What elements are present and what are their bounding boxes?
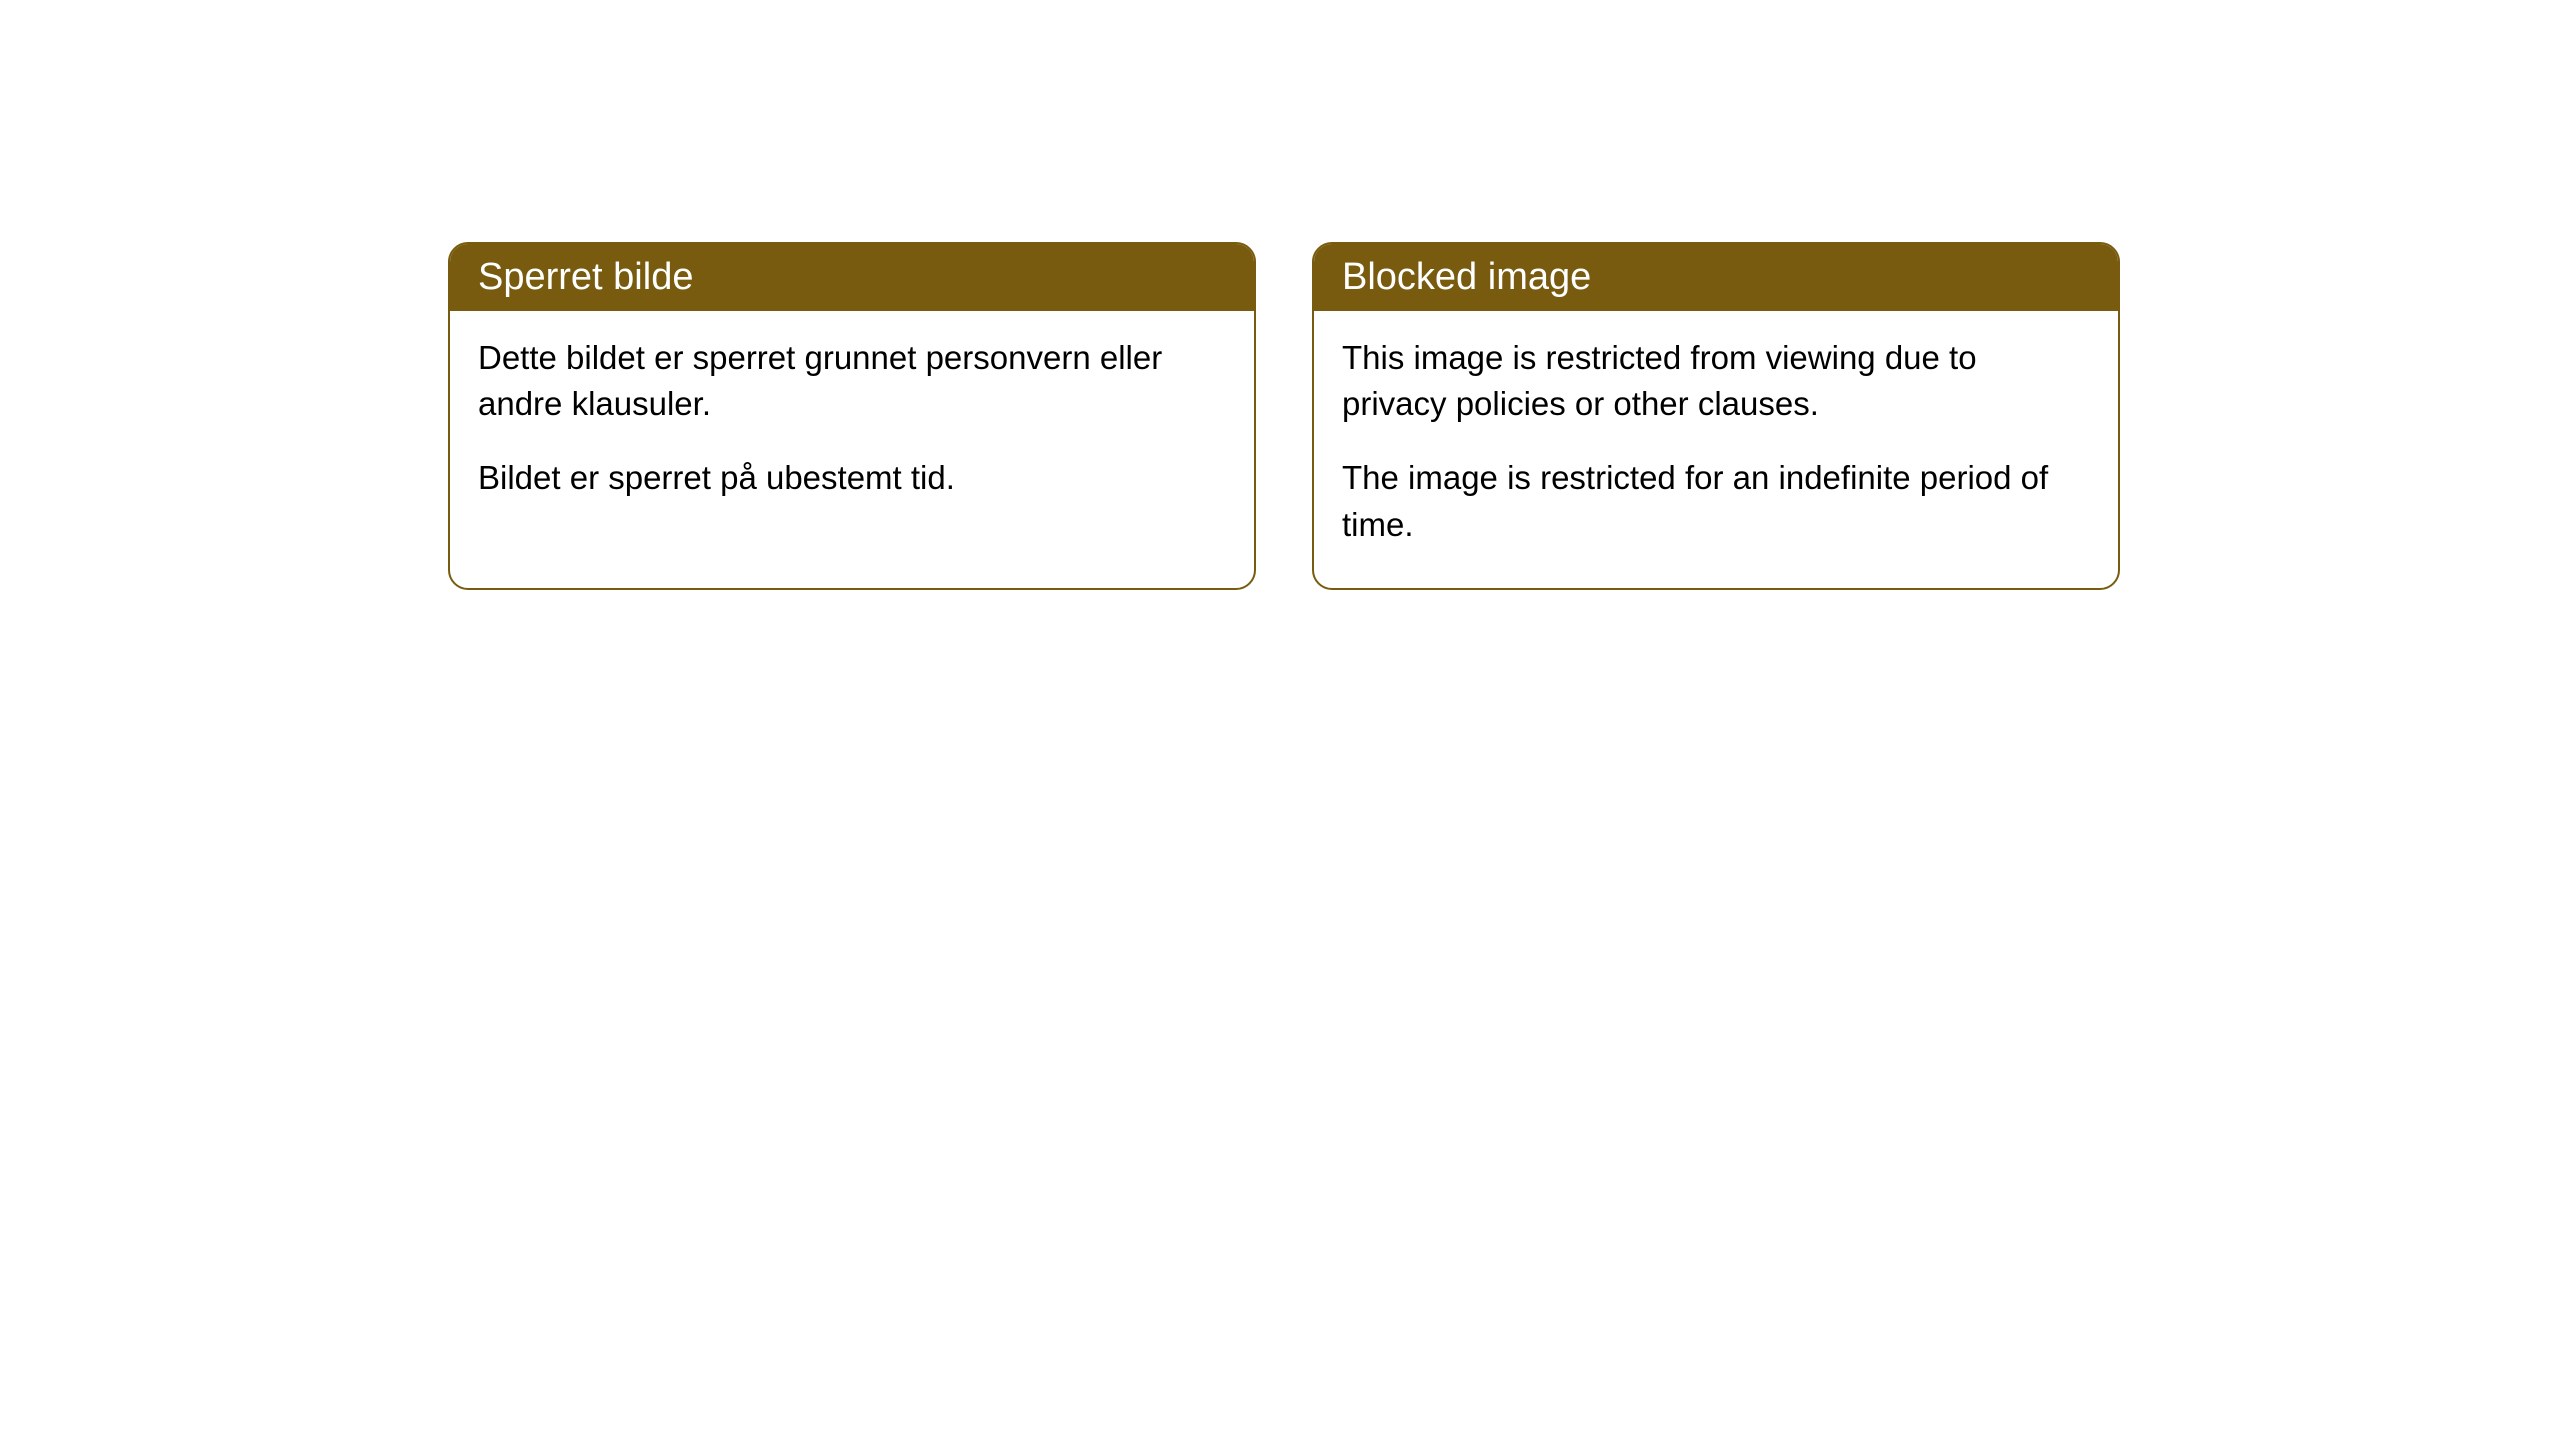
card-header-no: Sperret bilde <box>450 244 1254 311</box>
card-body-no: Dette bildet er sperret grunnet personve… <box>450 311 1254 542</box>
card-paragraph-en-1: This image is restricted from viewing du… <box>1342 335 2090 427</box>
card-body-en: This image is restricted from viewing du… <box>1314 311 2118 588</box>
blocked-image-card-no: Sperret bilde Dette bildet er sperret gr… <box>448 242 1256 590</box>
card-paragraph-no-1: Dette bildet er sperret grunnet personve… <box>478 335 1226 427</box>
card-title-no: Sperret bilde <box>478 256 693 298</box>
blocked-image-card-en: Blocked image This image is restricted f… <box>1312 242 2120 590</box>
notice-cards-container: Sperret bilde Dette bildet er sperret gr… <box>0 0 2560 590</box>
card-title-en: Blocked image <box>1342 256 1591 298</box>
card-paragraph-no-2: Bildet er sperret på ubestemt tid. <box>478 455 1226 501</box>
card-paragraph-en-2: The image is restricted for an indefinit… <box>1342 455 2090 547</box>
card-header-en: Blocked image <box>1314 244 2118 311</box>
